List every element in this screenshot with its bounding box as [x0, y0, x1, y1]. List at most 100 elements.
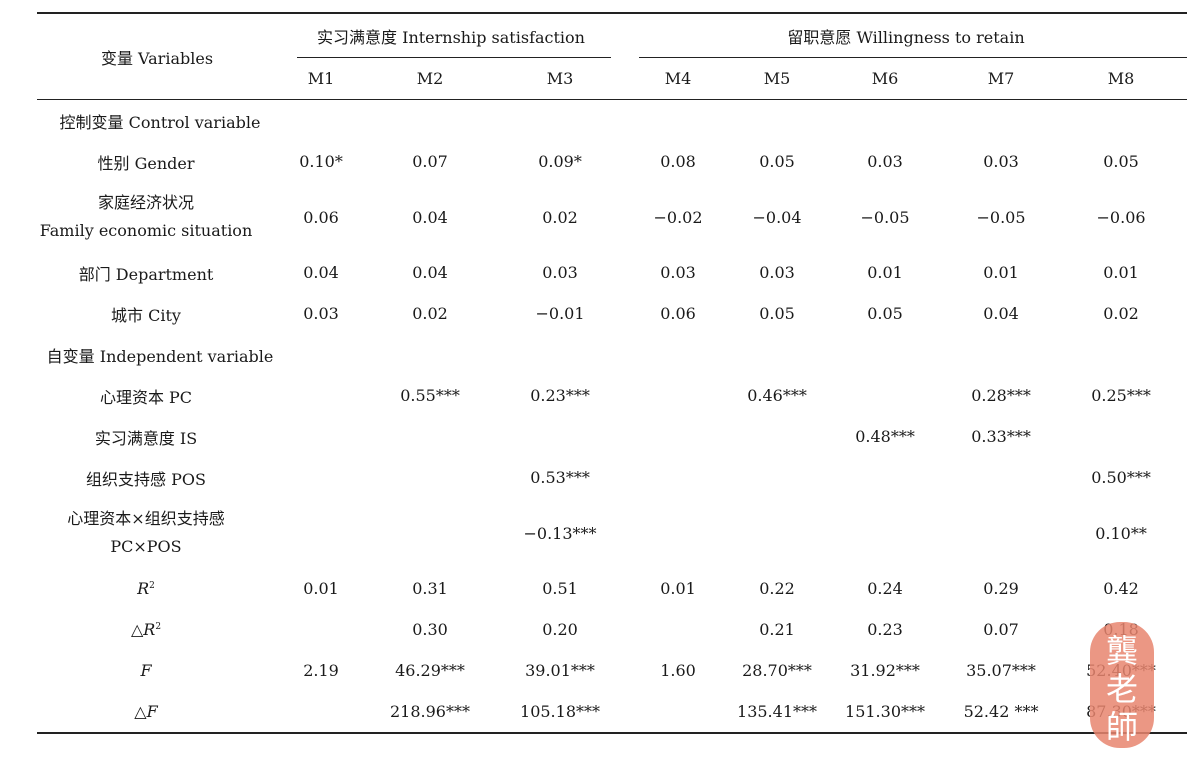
coefficient-cell: −0.01 [535, 304, 585, 323]
coefficient-cell: 0.50*** [1091, 468, 1151, 487]
coefficient-cell: 0.05 [867, 304, 903, 323]
coefficient-cell [277, 416, 365, 457]
coefficient-cell [947, 457, 1055, 498]
coefficient-cell: −0.05 [976, 207, 1026, 227]
coefficient-cell [1055, 416, 1187, 457]
coefficient-cell: 52.42 *** [947, 691, 1056, 734]
coefficient-cell: 0.01 [1103, 263, 1139, 282]
section-row: 自变量 Independent variable [37, 334, 1187, 375]
coefficient-cell [365, 334, 495, 375]
variable-label: R2 [37, 568, 277, 609]
coefficient-cell: 0.21 [759, 620, 795, 639]
model-header: M7 [947, 57, 1056, 100]
coefficient-cell [823, 375, 947, 416]
coefficient-cell [277, 375, 365, 416]
data-row: 城市 City 0.03 0.02 −0.01 0.06 0.05 0.05 0.04 0.02 [37, 293, 1187, 334]
section-label: 自变量 Independent variable [37, 334, 277, 375]
coefficient-cell: −0.04 [752, 207, 802, 227]
superscript: 2 [149, 581, 155, 591]
data-row: 心理资本×组织支持感 PC×POS −0.13*** 0.10** [37, 498, 1187, 568]
variable-label-zh: 心理资本×组织支持感 [67, 509, 225, 528]
coefficient-cell [823, 457, 947, 498]
coefficient-cell: 0.07 [412, 152, 448, 171]
coefficient-cell: 0.46*** [747, 386, 807, 405]
coefficient-cell [823, 498, 947, 568]
coefficient-cell: 35.07*** [966, 661, 1036, 680]
coefficient-cell [277, 457, 365, 498]
coefficient-cell: 0.28*** [971, 386, 1031, 405]
coefficient-cell [731, 416, 823, 457]
coefficient-cell [731, 498, 823, 568]
superscript: 2 [155, 622, 162, 632]
coefficient-cell [365, 498, 495, 568]
coefficient-cell: 0.31 [412, 579, 448, 598]
variable-label-text: 心理资本 PC [99, 387, 193, 407]
coefficient-cell: 0.05 [759, 152, 795, 171]
coefficient-cell [495, 334, 625, 375]
coefficient-cell: 0.05 [759, 304, 795, 323]
coefficient-cell [947, 100, 1055, 142]
coefficient-cell [625, 375, 731, 416]
variable-label: 心理资本×组织支持感 PC×POS [37, 498, 277, 568]
coefficient-cell: 0.02 [412, 304, 448, 323]
coefficient-cell: 0.10* [299, 152, 343, 171]
coefficient-cell: 0.01 [303, 579, 339, 598]
coefficient-cell: −0.02 [653, 207, 703, 227]
coefficient-cell [277, 100, 365, 142]
group-header-retain: 留职意愿 Willingness to retain [625, 12, 1188, 59]
coefficient-cell [731, 457, 823, 498]
coefficient-cell: 0.24 [867, 579, 903, 598]
coefficient-cell: 0.01 [867, 263, 903, 282]
coefficient-cell [625, 457, 731, 498]
coefficient-cell: 39.01*** [525, 661, 595, 680]
coefficient-cell [625, 498, 731, 568]
variable-label-en: PC×POS [110, 537, 182, 556]
coefficient-cell [731, 334, 823, 375]
variable-label-zh: 家庭经济状况 [97, 193, 194, 212]
data-row: △R20.300.200.210.230.070.18 [37, 609, 1187, 650]
coefficient-cell [823, 100, 947, 142]
coefficient-cell: 28.70*** [742, 661, 812, 680]
group-header-internship: 实习满意度 Internship satisfaction [277, 12, 626, 59]
coefficient-cell: 0.22 [759, 579, 795, 598]
variable-label-text: R [137, 579, 150, 598]
coefficient-cell: −0.06 [1096, 207, 1146, 227]
seal-char: 龔 [1106, 632, 1138, 670]
seal-body [1090, 622, 1154, 748]
coefficient-cell: 0.33*** [971, 427, 1031, 446]
coefficient-cell [495, 100, 625, 142]
header-row-models: M1 M2 M3 M4 M5 M6 M7 M8 [37, 57, 1188, 100]
model-header: M6 [823, 57, 948, 100]
variable-label: △R2 [37, 609, 277, 650]
coefficient-cell: 0.53*** [530, 468, 590, 487]
section-row: 控制变量 Control variable [37, 100, 1187, 142]
coefficient-cell [277, 691, 365, 734]
coefficient-cell: 0.51 [542, 579, 578, 598]
coefficient-cell [947, 498, 1055, 568]
coefficient-cell [1055, 100, 1187, 142]
coefficient-cell: 0.29 [983, 579, 1019, 598]
variable-label: 心理资本 PC [37, 375, 277, 416]
coefficient-cell [365, 416, 495, 457]
coefficient-cell: 0.06 [303, 207, 339, 227]
coefficient-cell [277, 609, 365, 650]
coefficient-cell: 0.04 [303, 263, 339, 282]
variable-label-en: Family economic situation [39, 221, 253, 240]
variable-label: 部门 Department [37, 252, 277, 293]
variable-label-text: 控制变量 Control variable [59, 112, 261, 132]
coefficient-cell: 0.03 [660, 263, 696, 282]
coefficient-cell: 0.02 [1103, 304, 1139, 323]
coefficient-cell: 135.41*** [731, 691, 824, 734]
model-header: M1 [277, 57, 365, 100]
coefficient-cell [823, 334, 947, 375]
data-row: 心理资本 PC 0.55*** 0.23*** 0.46*** 0.28*** 0.25*… [37, 375, 1187, 416]
data-row: R2 0.01 0.31 0.51 0.01 0.22 0.24 0.29 0.42 [37, 568, 1187, 609]
coefficient-cell: 0.55*** [400, 386, 460, 405]
data-row: 性别 Gender 0.10* 0.07 0.09* 0.08 0.05 0.03 0.03 0… [37, 141, 1187, 182]
coefficient-cell [495, 416, 625, 457]
coefficient-cell: 0.42 [1103, 579, 1139, 598]
coefficient-cell [625, 609, 731, 650]
coefficient-cell: 0.07 [983, 620, 1019, 639]
header-row-groups: 变量 Variables 实习满意度 Internship satisfacti… [37, 12, 1188, 100]
variable-label: 性别 Gender [37, 141, 277, 182]
